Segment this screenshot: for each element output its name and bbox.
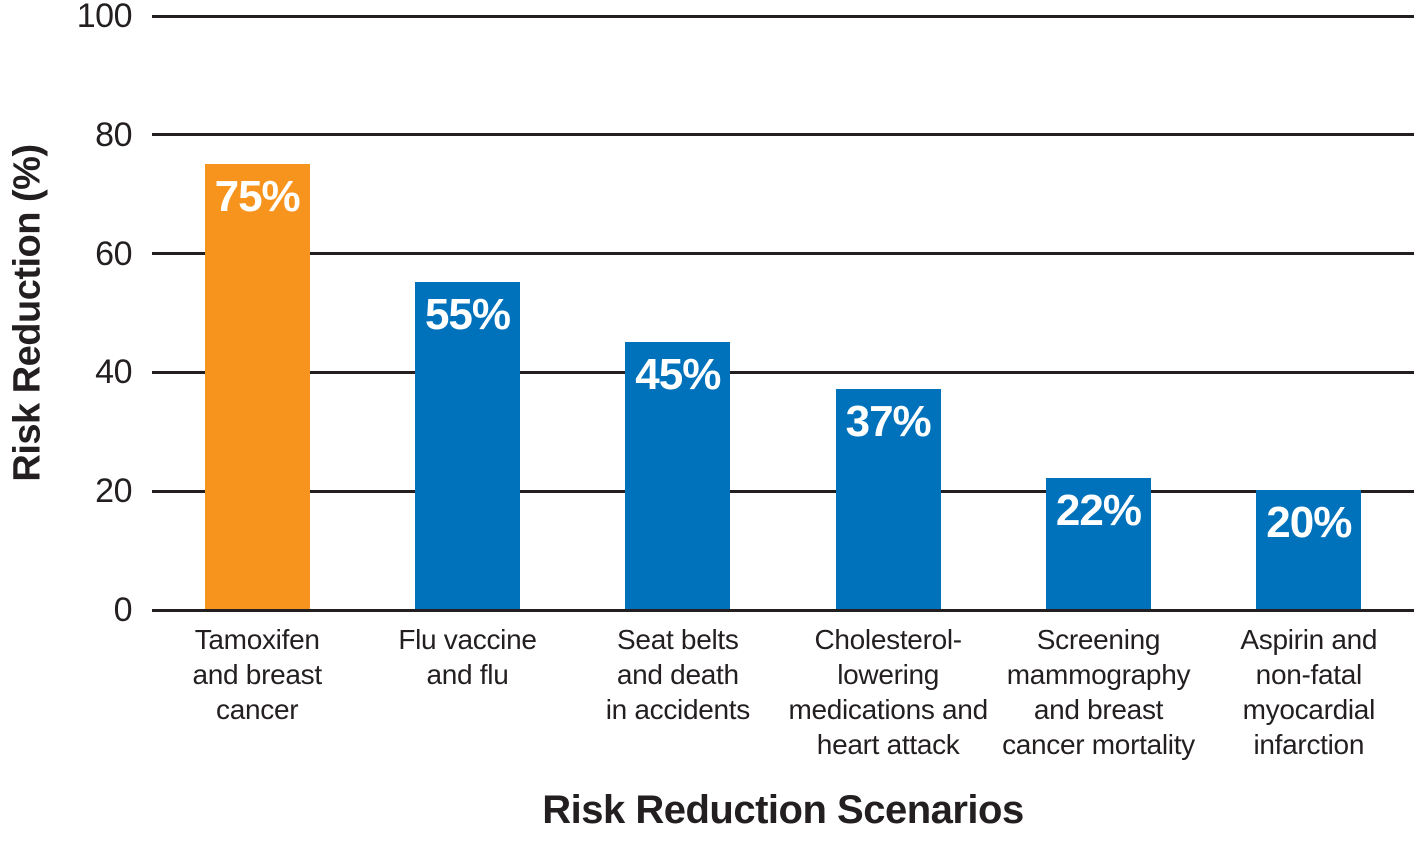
bar: 20%: [1256, 490, 1362, 609]
gridlines: [152, 14, 1414, 612]
bar: 22%: [1045, 478, 1151, 609]
gridline: [152, 133, 1414, 137]
gridline: [152, 489, 1414, 493]
bar-value-label: 22%: [1055, 486, 1142, 536]
bar-value-label: 75%: [214, 171, 301, 221]
gridline: [152, 252, 1414, 256]
bar-cell: 22%: [993, 16, 1203, 610]
bar: 45%: [625, 341, 731, 609]
bar-cell: 75%: [152, 16, 362, 610]
category-labels: Tamoxifen and breast cancer Flu vaccine a…: [152, 622, 1414, 762]
x-axis-title: Risk Reduction Scenarios: [542, 788, 1024, 832]
y-tick-label: 20: [95, 472, 132, 511]
category-label: Seat belts and death in accidents: [605, 624, 751, 725]
bar: 75%: [204, 163, 310, 609]
y-tick-label: 0: [113, 591, 133, 629]
bar-value-label: 45%: [635, 349, 721, 399]
bars-row: 75% 55% 45% 37% 22% 20%: [152, 16, 1414, 610]
bar-value-label: 55%: [424, 290, 511, 340]
bar: 37%: [835, 389, 941, 609]
bar-cell: 37%: [783, 16, 993, 610]
category-label: Aspirin and non-fatal myocardial infarct…: [1240, 624, 1378, 760]
gridline: [152, 14, 1414, 18]
category-label: Screening mammography and breast cancer …: [1002, 624, 1195, 760]
y-tick-label: 100: [76, 0, 133, 35]
category-label: Flu vaccine and flu: [398, 624, 537, 690]
bar-value-label: 37%: [845, 397, 932, 447]
category-label: Tamoxifen and breast cancer: [192, 624, 323, 725]
category-label: Cholesterol- lowering medications and he…: [788, 624, 988, 760]
y-tick-labels: 0 20 40 60 80 100: [0, 0, 138, 627]
y-tick-label: 40: [95, 353, 132, 392]
gridline: [152, 370, 1414, 374]
y-tick-label: 80: [95, 115, 132, 154]
bar: 55%: [414, 282, 520, 609]
bar-cell: 45%: [573, 16, 783, 610]
gridline: [152, 608, 1414, 612]
plot-area: 75% 55% 45% 37% 22% 20%: [152, 14, 1414, 612]
bar-value-label: 20%: [1266, 498, 1352, 548]
bar-cell: 55%: [362, 16, 572, 610]
bar-cell: 20%: [1204, 16, 1414, 610]
y-tick-label: 60: [95, 234, 132, 273]
